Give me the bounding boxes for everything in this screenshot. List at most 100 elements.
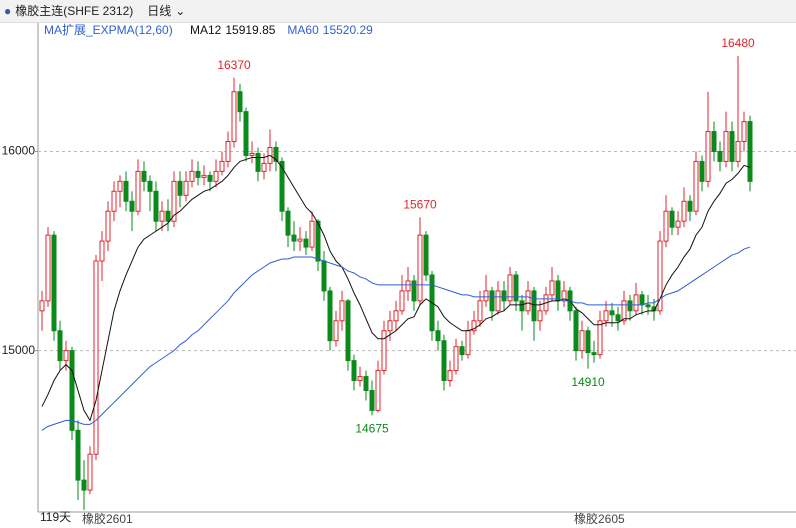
candle-body — [447, 370, 453, 382]
candle-body — [39, 300, 45, 312]
candle-body — [333, 320, 339, 342]
candle-body — [579, 330, 585, 352]
contract-label: 橡胶2601 — [82, 511, 133, 526]
candle-body — [621, 300, 627, 322]
candle-body — [57, 330, 63, 362]
candle-body — [723, 131, 729, 162]
candle-body — [411, 280, 417, 302]
candle-body — [165, 210, 171, 222]
candle-body — [507, 274, 513, 302]
y-tick-label: 15000 — [2, 343, 36, 357]
candle-body — [69, 350, 75, 431]
candle-body — [477, 300, 483, 322]
candle-body — [471, 320, 477, 332]
candle-body — [687, 200, 693, 212]
candle-body — [345, 300, 351, 362]
candle-body — [141, 170, 147, 182]
candle-body — [489, 290, 495, 312]
candle-body — [285, 210, 291, 236]
candle-body — [495, 290, 501, 312]
candle-body — [213, 170, 219, 182]
candle-body — [525, 290, 531, 312]
legend-name: MA12 — [190, 23, 222, 37]
candle-body — [459, 346, 465, 356]
candle-body — [45, 234, 51, 302]
candle-body — [219, 160, 225, 172]
candle-body — [195, 170, 201, 178]
candle-body — [111, 190, 117, 212]
span: 119天 — [40, 510, 71, 524]
candle-body — [81, 479, 87, 491]
dot: ● — [4, 4, 12, 18]
candle-body — [627, 300, 633, 312]
candle-body — [291, 234, 297, 242]
candle-body — [261, 162, 267, 172]
candle-body — [633, 294, 639, 312]
candle-body — [249, 152, 255, 156]
candle-body — [693, 160, 699, 212]
candle-body — [297, 238, 303, 242]
candle-body — [705, 131, 711, 182]
price-annotation: 16480 — [721, 36, 755, 50]
candle-body — [315, 220, 321, 262]
candle-body — [129, 200, 135, 212]
candle-body — [231, 91, 237, 143]
candle-body — [537, 310, 543, 322]
candle-body — [441, 340, 447, 382]
candle-body — [51, 234, 57, 332]
candle-body — [255, 152, 261, 172]
dropdown[interactable]: ⌄ — [175, 4, 186, 18]
candle-body — [591, 352, 597, 356]
candle-body — [75, 429, 81, 481]
candle-body — [177, 180, 183, 196]
candle-body — [63, 350, 69, 362]
candle-body — [183, 180, 189, 196]
candle-body — [675, 220, 681, 228]
ma-line — [41, 246, 751, 431]
candle-body — [639, 294, 645, 306]
candle-body — [381, 330, 387, 372]
candle-body — [669, 210, 675, 228]
candle-body — [717, 150, 723, 162]
candle-body — [375, 370, 381, 411]
candle-body — [153, 190, 159, 222]
candle-body — [201, 174, 207, 178]
candle-body — [483, 290, 489, 302]
candle-body — [159, 210, 165, 222]
candle-body — [393, 310, 399, 322]
candle-body — [357, 376, 363, 382]
candle-body — [573, 310, 579, 352]
y-tick-label: 16000 — [2, 144, 36, 158]
legend-value: 15919.85 — [225, 23, 275, 37]
candle-body — [87, 453, 93, 491]
candle-body — [243, 111, 249, 156]
candle-body — [699, 160, 705, 182]
candle-body — [609, 310, 615, 316]
candle-body — [369, 389, 375, 411]
candle-body — [147, 180, 153, 192]
period[interactable]: 日线 — [147, 4, 172, 18]
candle-body — [657, 240, 663, 312]
candle-body — [615, 314, 621, 322]
contract-label: 橡胶2605 — [574, 511, 625, 526]
candle-body — [351, 360, 357, 382]
candle-body — [363, 376, 369, 391]
candle-body — [645, 304, 651, 308]
legend-name: MA60 — [287, 23, 319, 37]
candle-body — [423, 234, 429, 276]
candle-body — [189, 170, 195, 182]
indicator[interactable]: MA扩展_EXPMA(12,60) — [44, 23, 173, 37]
candle-body — [747, 121, 753, 182]
candle-body — [309, 220, 315, 248]
candle-body — [135, 170, 141, 212]
candle-body — [417, 234, 423, 302]
candle-body — [453, 346, 459, 372]
candle-body — [465, 330, 471, 356]
candle-body — [735, 141, 741, 162]
candle-body — [117, 180, 123, 192]
candle-body — [399, 290, 405, 312]
candle-body — [387, 320, 393, 332]
candle-body — [237, 91, 243, 113]
